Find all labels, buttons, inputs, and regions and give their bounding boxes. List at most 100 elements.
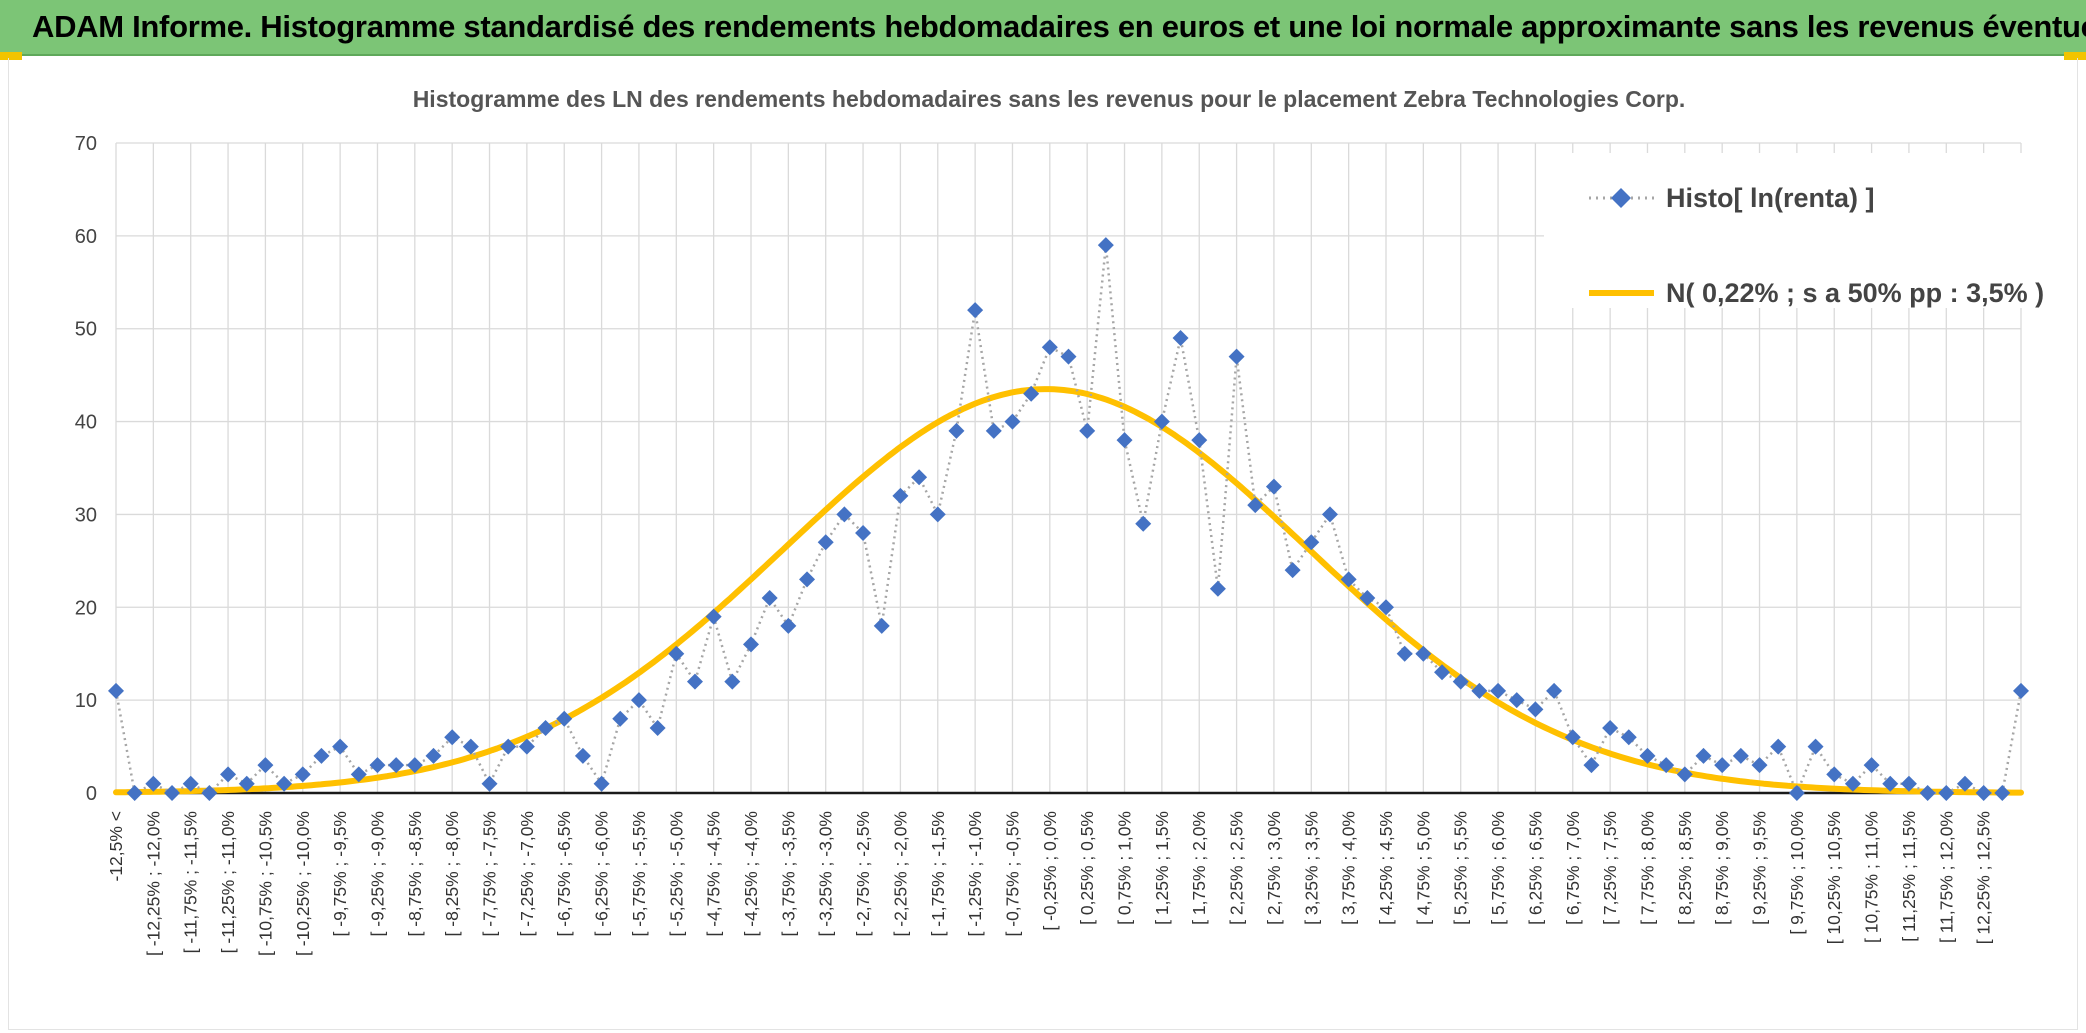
histogram-series: [108, 237, 2029, 801]
y-tick-label: 60: [75, 226, 97, 248]
x-tick-label: [ 6,25% ; 6,5%: [1525, 811, 1545, 925]
data-point-marker: [1191, 432, 1208, 449]
x-tick-label: [ 2,75% ; 3,0%: [1264, 811, 1284, 925]
data-point-marker: [799, 571, 816, 588]
data-point-marker: [518, 738, 535, 755]
x-tick-label: [ 3,75% ; 4,0%: [1339, 811, 1359, 925]
data-point-marker: [892, 487, 909, 504]
x-tick-label: [ 8,75% ; 9,0%: [1712, 811, 1732, 925]
data-point-marker: [630, 692, 647, 709]
data-point-marker: [985, 422, 1002, 439]
x-tick-label: [ 1,75% ; 2,0%: [1189, 811, 1209, 925]
x-tick-label: [ 5,25% ; 5,5%: [1451, 811, 1471, 925]
data-point-marker: [1975, 785, 1992, 801]
data-point-marker: [1060, 348, 1077, 365]
data-point-marker: [649, 720, 666, 736]
data-point-marker: [1882, 775, 1899, 792]
data-point-marker: [1844, 775, 1861, 792]
chart-area: Histogramme des LN des rendements hebdom…: [8, 58, 2078, 1030]
data-point-marker: [911, 469, 928, 486]
data-point-marker: [350, 766, 367, 783]
data-point-marker: [388, 757, 405, 774]
y-axis-ticks: 0 10 20 30 40 50 60 70: [75, 133, 97, 805]
x-tick-label: [ 11,75% ; 12,0%: [1936, 811, 1956, 943]
x-tick-label: [ 7,75% ; 8,0%: [1637, 811, 1657, 925]
data-point-marker: [1228, 348, 1245, 365]
y-tick-label: 20: [75, 597, 97, 619]
data-point-marker: [537, 720, 554, 736]
data-point-marker: [1508, 692, 1525, 709]
x-tick-label: [ -10,25% ; -10,0%: [293, 811, 313, 956]
data-point-marker: [761, 590, 778, 606]
data-point-marker: [444, 729, 461, 746]
data-point-marker: [1938, 785, 1955, 801]
data-point-marker: [481, 775, 498, 792]
x-tick-label: [ -4,75% ; -4,5%: [704, 811, 724, 936]
x-tick-label: [ -11,25% ; -11,0%: [218, 811, 238, 953]
data-point-marker: [1284, 562, 1301, 579]
data-point-marker: [929, 506, 946, 523]
data-point-marker: [500, 738, 517, 755]
data-point-marker: [1676, 766, 1693, 783]
x-tick-label: [ -5,25% ; -5,0%: [666, 811, 686, 936]
data-point-marker: [1321, 506, 1338, 523]
x-tick-label: [ -1,75% ; -1,5%: [928, 811, 948, 936]
y-tick-label: 40: [75, 412, 97, 434]
data-point-marker: [836, 506, 853, 523]
data-point-marker: [1994, 785, 2011, 801]
data-point-marker: [1359, 590, 1376, 606]
data-point-marker: [1770, 738, 1787, 755]
x-tick-label: [ -3,25% ; -3,0%: [816, 811, 836, 936]
x-tick-label: [ 0,75% ; 1,0%: [1115, 811, 1135, 925]
data-point-marker: [873, 617, 890, 634]
data-point-marker: [1135, 515, 1152, 532]
normal-curve-series: [113, 386, 2024, 796]
data-point-marker: [724, 673, 741, 690]
x-tick-label: [ -4,25% ; -4,0%: [741, 811, 761, 936]
data-point-marker: [1415, 645, 1432, 662]
banner-corner-left: [0, 52, 22, 60]
data-point-marker: [108, 682, 124, 699]
x-tick-label: [ -0,75% ; -0,5%: [1002, 811, 1022, 936]
chart-title: Histogramme des LN des rendements hebdom…: [413, 86, 1686, 112]
data-point-marker: [1956, 775, 1973, 792]
data-point-marker: [220, 766, 237, 783]
data-point-marker: [556, 710, 573, 727]
data-point-marker: [1303, 534, 1320, 551]
data-point-marker: [1807, 738, 1824, 755]
x-tick-label: [ -6,25% ; -6,0%: [592, 811, 612, 936]
x-tick-label: [ 12,25% ; 12,5%: [1974, 811, 1994, 944]
x-tick-label: [ -0,25% ; 0,0%: [1040, 811, 1060, 931]
x-tick-label: [ 9,75% ; 10,0%: [1787, 811, 1807, 935]
x-tick-label: [ 5,75% ; 6,0%: [1488, 811, 1508, 925]
data-point-marker: [462, 738, 479, 755]
data-point-marker: [1116, 432, 1133, 449]
data-point-marker: [948, 422, 965, 439]
x-tick-label: [ -7,75% ; -7,5%: [480, 811, 500, 936]
data-point-marker: [1714, 757, 1731, 774]
data-point-marker: [1023, 385, 1040, 402]
normal-curve-line: [113, 386, 2024, 796]
data-point-marker: [1265, 478, 1282, 495]
y-tick-label: 50: [75, 319, 97, 341]
data-point-marker: [1396, 645, 1413, 662]
histo-line: [114, 244, 2023, 797]
data-point-marker: [855, 525, 872, 541]
data-point-marker: [1471, 682, 1488, 699]
y-tick-label: 10: [75, 690, 97, 712]
data-point-marker: [1378, 599, 1394, 616]
x-tick-label: [ -10,75% ; -10,5%: [255, 811, 275, 956]
data-point-marker: [2013, 682, 2029, 699]
data-point-marker: [1434, 664, 1451, 681]
x-tick-label: [ -3,75% ; -3,5%: [778, 811, 798, 936]
data-point-marker: [369, 757, 386, 774]
data-point-marker: [1732, 747, 1749, 764]
x-tick-label: [ -1,25% ; -1,0%: [965, 811, 985, 936]
x-tick-label: [ 8,25% ; 8,5%: [1675, 811, 1695, 925]
x-tick-label: [ 1,25% ; 1,5%: [1152, 811, 1172, 925]
data-point-marker: [668, 645, 685, 662]
data-point-marker: [1041, 339, 1058, 356]
data-point-marker: [743, 636, 759, 653]
x-tick-label: [ 9,25% ; 9,5%: [1750, 811, 1770, 925]
data-point-marker: [126, 785, 143, 801]
